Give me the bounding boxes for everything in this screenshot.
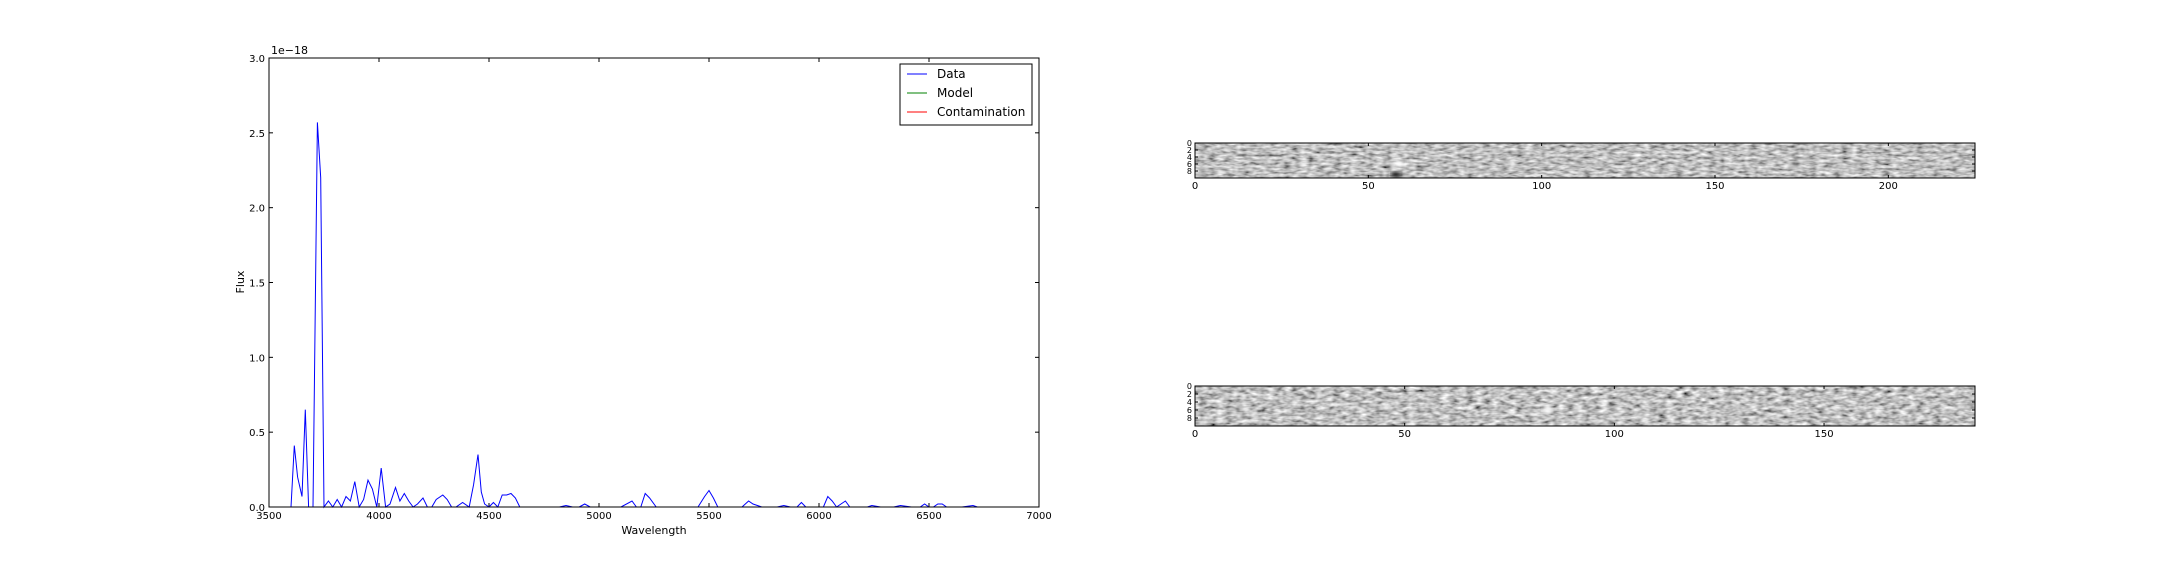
legend-label-data: Data — [937, 67, 966, 81]
y-tick-label: 0.0 — [249, 503, 265, 514]
image-top-bright-spot — [1394, 160, 1405, 168]
legend-label-model: Model — [937, 86, 973, 100]
spectrum-panel: 3500 4000 4500 5000 5500 6000 6500 7000 0.0 0.5 1.… — [234, 44, 1052, 537]
image-top-y-tick-label: 6 — [1187, 160, 1192, 169]
image-bottom-spots — [1542, 406, 1553, 414]
spectrum-tick-labels: 3500 4000 4500 5000 5500 6000 6500 7000 0.0 0.5 1.… — [249, 54, 1052, 522]
image-top-y-tick-label: 8 — [1187, 167, 1192, 176]
spectrum-y-axis-label: Flux — [234, 270, 247, 293]
image-bottom-frame — [1194, 385, 1976, 427]
spectrum-offset-label: 1e−18 — [271, 44, 308, 57]
image-top-x-tick-label: 200 — [1879, 181, 1898, 192]
y-tick-label: 1.0 — [249, 353, 265, 364]
legend: Data Model Contamination — [899, 63, 1033, 126]
y-tick-label: 3.0 — [249, 54, 265, 65]
image-bottom-x-tick-label: 100 — [1605, 429, 1624, 440]
image-top-y-tick-label: 4 — [1187, 153, 1192, 162]
image-top-dark-spot — [1391, 171, 1402, 178]
image-bottom-y-tick-label: 6 — [1187, 406, 1192, 415]
series-line-data — [286, 122, 982, 509]
y-tick-label: 2.5 — [249, 129, 265, 140]
image-top-x-tick-label: 0 — [1192, 181, 1198, 192]
image-bottom-x-tick-label: 150 — [1814, 429, 1833, 440]
y-tick-label: 2.0 — [249, 204, 265, 215]
x-tick-label: 4500 — [476, 511, 501, 522]
image-top-y-tick-label: 0 — [1187, 139, 1192, 148]
image-bottom-y-tick-label: 4 — [1187, 398, 1192, 407]
image-bottom-x-tick-label: 0 — [1192, 429, 1198, 440]
image-top-pixels — [1195, 143, 1975, 178]
image-top-spots — [1391, 160, 1405, 178]
image-bottom-y-tick-label: 0 — [1187, 382, 1192, 391]
x-tick-label: 7000 — [1026, 511, 1051, 522]
x-tick-label: 6500 — [916, 511, 941, 522]
x-tick-label: 3500 — [256, 511, 281, 522]
image-bottom-y-tick-label: 2 — [1187, 390, 1192, 399]
legend-label-contamination: Contamination — [937, 105, 1025, 119]
y-tick-label: 0.5 — [249, 428, 265, 439]
x-tick-label: 4000 — [366, 511, 391, 522]
image-top-frame — [1194, 142, 1976, 179]
image-top-x-tick-label: 150 — [1705, 181, 1724, 192]
image-top-y-tick-label: 2 — [1187, 146, 1192, 155]
x-tick-label: 5500 — [696, 511, 721, 522]
x-tick-label: 6000 — [806, 511, 831, 522]
image-bottom-pixels — [1195, 386, 1975, 426]
spectrum-lines — [286, 122, 982, 509]
spectrum-axes-frame — [268, 57, 1040, 508]
x-tick-label: 5000 — [586, 511, 611, 522]
image-top-x-tick-label: 100 — [1532, 181, 1551, 192]
y-tick-label: 1.5 — [249, 279, 265, 290]
spectrum-x-axis-label: Wavelength — [621, 524, 686, 537]
image-bottom-y-tick-label: 8 — [1187, 414, 1192, 423]
image-bottom-bright-spot — [1542, 406, 1553, 414]
image-bottom-x-tick-label: 50 — [1398, 429, 1411, 440]
image-top-x-tick-label: 50 — [1362, 181, 1375, 192]
